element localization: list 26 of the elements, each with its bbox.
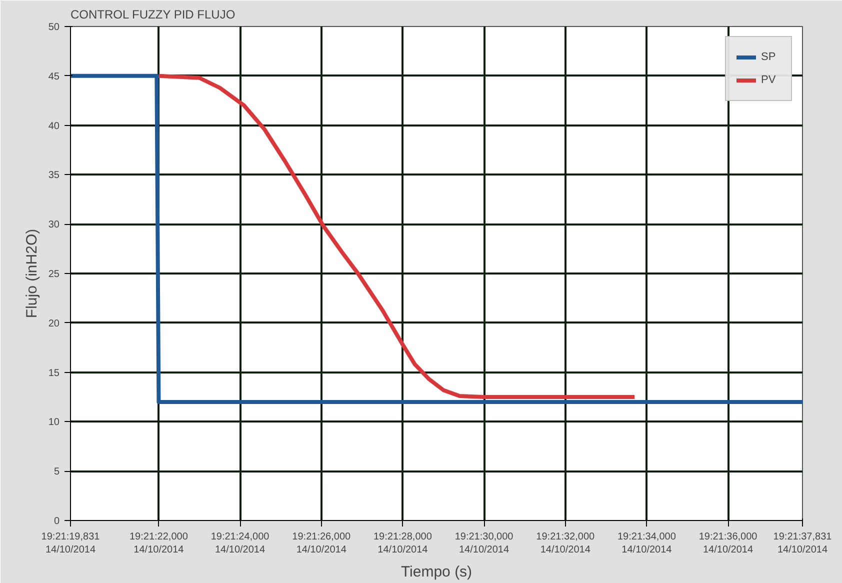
y-tick-label: 20 xyxy=(48,318,60,330)
x-tick-label: 19:21:28,000 14/10/2014 xyxy=(374,532,432,556)
y-tick-label: 25 xyxy=(48,269,60,280)
x-tick-label: 19:21:36,000 14/10/2014 xyxy=(698,532,758,556)
x-tick-label: 19:21:22,000 14/10/2014 xyxy=(130,532,188,556)
legend-label: PV xyxy=(761,74,777,86)
x-tick-label: 19:21:26,000 14/10/2014 xyxy=(292,532,352,556)
y-tick-label: 15 xyxy=(48,368,60,379)
y-axis-title: Flujo (inH2O) xyxy=(23,228,40,318)
x-tick-label: 19:21:19,831 14/10/2014 xyxy=(41,532,100,556)
y-tick-label: 40 xyxy=(48,120,60,132)
y-tick-label: 30 xyxy=(48,220,60,231)
x-tick-label: 19:21:30,000 14/10/2014 xyxy=(454,532,514,556)
x-axis-title: Tiempo (s) xyxy=(400,564,472,581)
chart-title: CONTROL FUZZY PID FLUJO xyxy=(70,8,236,22)
legend-label: SP xyxy=(761,51,777,63)
y-tick-label: 5 xyxy=(54,466,60,478)
y-tick-label: 35 xyxy=(48,170,60,182)
x-tick-label: 19:21:24,000 14/10/2014 xyxy=(210,532,270,556)
x-tick-label: 19:21:37,831 14/10/2014 xyxy=(773,532,832,556)
y-tick-label: 45 xyxy=(48,71,60,82)
y-tick-label: 50 xyxy=(48,22,60,33)
y-tick-label: 0 xyxy=(54,516,60,527)
x-tick-label: 19:21:34,000 14/10/2014 xyxy=(618,532,676,556)
y-tick-label: 10 xyxy=(48,417,60,428)
x-tick-label: 19:21:32,000 14/10/2014 xyxy=(536,532,596,556)
